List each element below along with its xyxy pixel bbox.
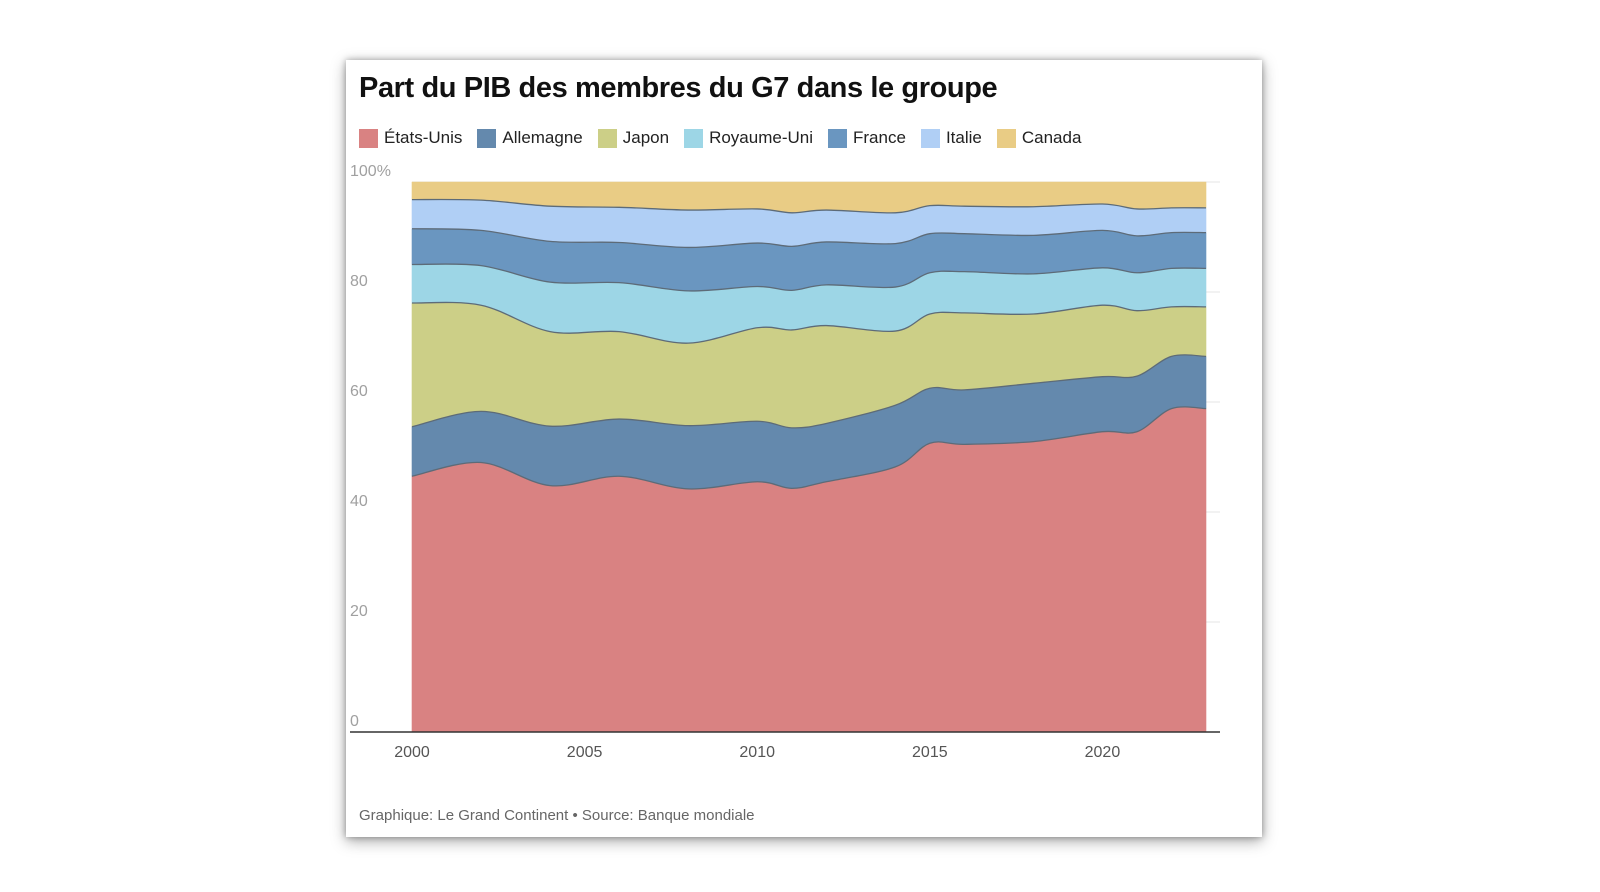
- legend-label-allemagne: Allemagne: [502, 128, 583, 147]
- x-tick-label: 2000: [394, 744, 430, 761]
- area-chart: 0 20 40 60 80 100% 2000 2005 2010 2015 2020: [350, 163, 1220, 761]
- legend-item-japon: Japon: [597, 128, 670, 148]
- legend-item-royaume-uni: Royaume-Uni: [684, 128, 813, 148]
- boundary-france: [411, 228, 1207, 249]
- y-tick-label: 20: [350, 603, 368, 620]
- legend-swatch-canada: [996, 128, 1016, 148]
- legend-swatch-royaume-uni: [684, 128, 704, 148]
- series-boundaries: [411, 198, 1207, 490]
- chart-title: Part du PIB des membres du G7 dans le gr…: [359, 72, 998, 104]
- boundary-etats-unis: [411, 406, 1207, 490]
- legend-label-etats-unis: États-Unis: [384, 128, 463, 147]
- legend-label-royaume-uni: Royaume-Uni: [709, 128, 814, 147]
- x-tick-label: 2005: [567, 744, 603, 761]
- legend-item-etats-unis: États-Unis: [359, 128, 462, 148]
- y-tick-label: 80: [350, 273, 368, 290]
- x-tick-label: 2010: [739, 744, 775, 761]
- legend-swatch-italie: [920, 128, 940, 148]
- legend-swatch-japon: [597, 128, 617, 148]
- legend-label-canada: Canada: [1021, 128, 1082, 147]
- legend-swatch-etats-unis: [359, 128, 378, 148]
- legend-item-allemagne: Allemagne: [477, 128, 583, 148]
- y-tick-label: 0: [350, 713, 359, 730]
- legend-label-france: France: [853, 128, 906, 147]
- legend-item-canada: Canada: [996, 128, 1082, 148]
- chart-card: Part du PIB des membres du G7 dans le gr…: [346, 60, 1262, 837]
- legend-label-japon: Japon: [622, 128, 670, 147]
- legend-item-italie: Italie: [920, 128, 982, 148]
- legend-swatch-france: [828, 128, 848, 148]
- y-tick-label: 40: [350, 493, 368, 510]
- boundary-japon: [411, 301, 1207, 344]
- legend-item-france: France: [828, 128, 906, 148]
- legend-swatch-allemagne: [477, 128, 497, 148]
- x-tick-label: 2015: [912, 744, 948, 761]
- boundary-allemagne: [411, 354, 1207, 429]
- boundary-royaume-uni: [411, 263, 1207, 292]
- y-tick-label: 100%: [350, 163, 391, 180]
- boundary-italie: [411, 198, 1207, 214]
- legend-label-italie: Italie: [945, 128, 982, 147]
- stacked-areas: [411, 181, 1207, 733]
- x-tick-label: 2020: [1085, 744, 1121, 761]
- chart-source: Graphique: Le Grand Continent • Source: …: [359, 807, 755, 824]
- chart-legend: États-Unis Allemagne Japon Royaume-Uni Franc…: [359, 126, 1096, 150]
- y-tick-label: 60: [350, 383, 368, 400]
